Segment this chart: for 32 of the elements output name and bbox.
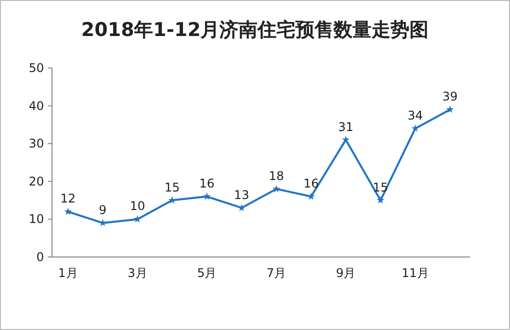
- data-label: 12: [60, 192, 76, 206]
- point: [376, 196, 384, 204]
- y-tick-label: 20: [28, 174, 44, 188]
- data-label: 18: [268, 168, 284, 183]
- point: [64, 208, 72, 215]
- point: [203, 192, 211, 200]
- point: [272, 184, 280, 192]
- data-label: 34: [408, 108, 423, 122]
- x-tick-label: 9月: [336, 266, 356, 280]
- point: [134, 215, 142, 222]
- data-label: 15: [164, 180, 180, 194]
- y-tick-label: 30: [28, 136, 44, 151]
- y-tick-label: 0: [36, 250, 44, 264]
- point: [411, 124, 420, 132]
- data-label: 13: [234, 188, 250, 202]
- point: [446, 106, 454, 113]
- y-tick-label: 40: [28, 98, 44, 113]
- x-tick-label: 3月: [128, 266, 148, 280]
- data-label: 16: [303, 176, 319, 191]
- data-label: 31: [338, 120, 354, 134]
- data-label: 9: [98, 202, 107, 217]
- data-label: 39: [442, 90, 458, 104]
- data-label: 15: [372, 180, 388, 194]
- y-tick-label: 50: [28, 61, 44, 75]
- data-label: 16: [199, 176, 215, 191]
- x-tick-label: 1月: [58, 266, 78, 280]
- chart-title: 2018年1-12月济南住宅预售数量走势图: [81, 19, 429, 41]
- x-tick-label: 11月: [402, 266, 429, 280]
- data-label: 10: [130, 199, 146, 214]
- x-tick-label: 7月: [266, 266, 286, 280]
- x-tick-label: 5月: [197, 266, 217, 280]
- y-tick-label: 10: [28, 212, 44, 226]
